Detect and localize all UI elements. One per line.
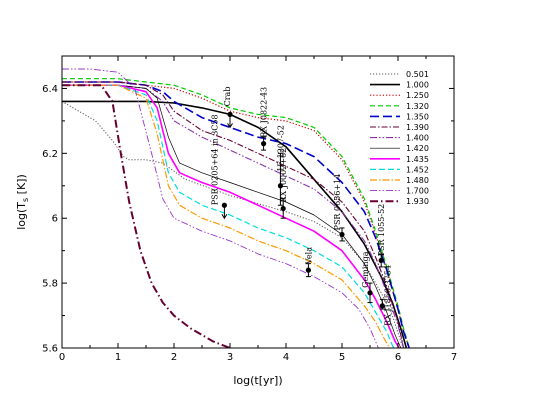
legend-label: 1.250: [406, 91, 429, 100]
x-tick-label: 6: [395, 352, 401, 363]
legend-label: 1.930: [406, 197, 429, 206]
series-line: [62, 84, 405, 348]
series-line: [62, 81, 405, 348]
observation-label: Crab: [223, 87, 232, 107]
upper-limit-arrowhead: [221, 213, 228, 220]
observation-label: Geminga: [361, 251, 370, 288]
observation-point: [221, 202, 227, 208]
x-tick-label: 7: [451, 352, 457, 363]
y-tick-label: 6.4: [42, 84, 58, 95]
y-tick-label: 5.8: [42, 279, 58, 290]
x-tick-label: 1: [115, 352, 121, 363]
legend-label: 1.350: [406, 112, 429, 121]
legend-label: 1.320: [406, 102, 429, 111]
observation-point: [261, 141, 267, 147]
observation-point: [227, 111, 233, 117]
observation-point: [280, 205, 286, 212]
legend-label: 1.700: [406, 187, 429, 196]
plot-area: [62, 56, 454, 348]
legend-label: 1.452: [406, 165, 429, 174]
upper-limit-arrowhead: [227, 123, 233, 129]
observation-point: [367, 290, 373, 296]
x-tick-label: 3: [227, 352, 233, 363]
observation-label: PSR 0656+14: [333, 174, 342, 231]
legend-label: 1.400: [406, 134, 429, 143]
x-tick-label: 4: [283, 352, 289, 363]
series-line: [62, 100, 405, 348]
x-tick-label: 5: [339, 352, 345, 363]
x-tick-label: 2: [171, 352, 177, 363]
observation-label: RX J0002+62: [279, 148, 288, 203]
legend-label: 1.420: [406, 144, 429, 153]
observation-point: [277, 183, 283, 189]
observation-label: PSR 1055-52: [377, 204, 386, 257]
series-line: [62, 84, 402, 348]
observation-point: [379, 303, 385, 309]
x-axis-title: log(t[yr]): [233, 374, 282, 387]
x-tick-label: 0: [59, 352, 65, 363]
observation-point: [378, 257, 384, 263]
observation-label: Vela: [304, 247, 313, 265]
y-tick-label: 5.6: [42, 344, 58, 355]
observation-label: PSR 0205+64 in 3C58: [210, 114, 219, 205]
legend-label: 1.390: [406, 123, 429, 132]
series-line: [62, 68, 379, 348]
legend-label: 1.435: [406, 155, 429, 164]
series-line: [62, 84, 231, 348]
y-tick-label: 6.2: [42, 149, 58, 160]
series-line: [62, 100, 408, 348]
series-layer: [62, 68, 410, 348]
axes-layer: 0 1 2 3 4 5 6 7 5.6 5.8 6 6.2 6.4: [42, 56, 457, 363]
y-tick-label: 6: [52, 214, 58, 225]
series-line: [62, 84, 391, 348]
series-line: [62, 81, 410, 348]
observation-label: 1E 1207-52: [276, 125, 285, 172]
observation-label: RX J1856-3754: [383, 265, 392, 326]
legend-label: 1.000: [406, 81, 429, 90]
observation-label: RX J0822-43: [260, 87, 269, 138]
y-axis-title: log(Ts [K]): [15, 174, 30, 230]
legend-label: 1.480: [406, 176, 429, 185]
observation-point: [339, 231, 345, 238]
observation-point: [305, 267, 311, 273]
series-line: [62, 78, 410, 348]
series-line: [62, 84, 400, 348]
legend-label: 0.501: [406, 70, 429, 79]
